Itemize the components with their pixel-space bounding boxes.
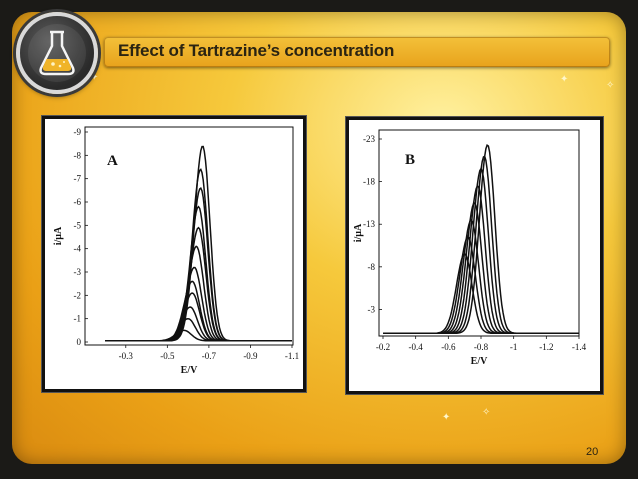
- chart-panel-a: -0.3 -0.5 -0.7 -0.9 -1.1 -9 -8 -7 -6 -5 -4 -3 -2 -1 0 E…: [42, 116, 306, 392]
- series-line: [383, 253, 579, 335]
- chart-a: -0.3 -0.5 -0.7 -0.9 -1.1 -9 -8 -7 -6 -5 -4 -3 -2 -1 0 E…: [53, 126, 299, 376]
- slide-title: Effect of Tartrazine’s concentration: [118, 41, 395, 60]
- series-line: [383, 144, 579, 335]
- y-tick-label: -8: [74, 150, 82, 160]
- series-line: [105, 306, 292, 342]
- x-tick-label: -0.3: [119, 351, 134, 361]
- x-tick-label: -0.4: [409, 342, 424, 352]
- x-tick-label: -0.5: [160, 351, 175, 361]
- y-tick-label: -3: [368, 304, 376, 314]
- x-tick-label: -0.9: [243, 351, 258, 361]
- y-axis-label: i/µA: [53, 226, 64, 245]
- sparkle-icon: ✧: [482, 407, 491, 418]
- page-number: 20: [586, 446, 599, 458]
- chart-b: -0.2 -0.4 -0.6 -0.8 -1 -1.2 -1.4 -23 -18 -13 -8 -3 E…: [353, 129, 587, 367]
- flask-icon: [16, 12, 98, 94]
- panel-label: A: [107, 153, 118, 169]
- y-tick-label: -13: [363, 219, 375, 229]
- series-line: [105, 145, 292, 342]
- series-line: [105, 266, 292, 342]
- chart-panel-b: -0.2 -0.4 -0.6 -0.8 -1 -1.2 -1.4 -23 -18 -13 -8 -3 E…: [346, 117, 603, 394]
- sparkle-icon: ✦: [442, 412, 451, 423]
- y-axis-label: i/µA: [353, 223, 364, 242]
- x-tick-label: -0.7: [202, 351, 217, 361]
- y-tick-label: -4: [74, 244, 82, 254]
- y-tick-label: -8: [368, 262, 376, 272]
- series-line: [105, 186, 292, 342]
- series-line: [105, 245, 292, 342]
- y-tick-label: -7: [74, 174, 82, 184]
- sparkle-icon: ✦: [560, 74, 569, 85]
- plot-frame: [378, 129, 580, 337]
- y-tick-label: -1: [74, 314, 82, 324]
- x-tick-label: -1: [510, 342, 518, 352]
- x-axis-label: E/V: [181, 365, 198, 376]
- x-tick-label: -0.8: [474, 342, 489, 352]
- y-tick-label: -2: [74, 290, 82, 300]
- y-tick-label: -3: [74, 267, 82, 277]
- panel-label: B: [405, 152, 415, 168]
- plot-frame: [84, 126, 294, 346]
- y-tick-label: -23: [363, 134, 375, 144]
- x-tick-label: -1.4: [572, 342, 587, 352]
- y-tick-label: 0: [77, 337, 82, 347]
- x-tick-label: -0.6: [441, 342, 456, 352]
- y-tick-label: -9: [74, 127, 82, 137]
- x-tick-label: -1.2: [539, 342, 553, 352]
- x-tick-label: -1.1: [285, 351, 299, 361]
- x-tick-label: -0.2: [376, 342, 390, 352]
- y-tick-label: -6: [74, 197, 82, 207]
- y-tick-label: -18: [363, 177, 375, 187]
- sparkle-icon: ✦: [90, 72, 99, 83]
- x-axis-label: E/V: [471, 356, 488, 367]
- title-bar: Effect of Tartrazine’s concentration: [104, 37, 610, 67]
- sparkle-icon: ✧: [606, 80, 615, 91]
- y-tick-label: -5: [74, 220, 82, 230]
